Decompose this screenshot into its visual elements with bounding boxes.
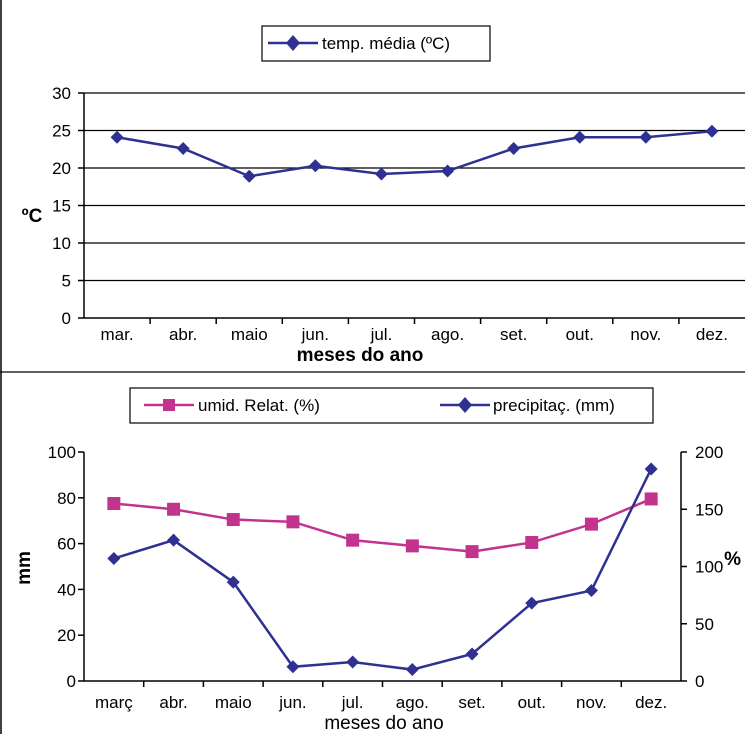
precip-point — [644, 462, 658, 476]
temp-point — [374, 167, 388, 181]
precip-point — [226, 575, 240, 589]
diamond-marker-icon — [286, 35, 300, 51]
temp-category-label: nov. — [630, 325, 661, 344]
humidity-point — [286, 515, 300, 529]
temp-category-label: dez. — [696, 325, 728, 344]
temp-point — [573, 130, 587, 144]
temp-point — [308, 159, 322, 173]
temp-legend-label: temp. média (ºC) — [322, 34, 450, 53]
humidity-y-tick-label: 200 — [695, 443, 723, 462]
humidity-point — [405, 539, 419, 553]
precip-category-label: jun. — [278, 693, 306, 712]
humidity-point — [346, 533, 360, 547]
temp-y-tick-label: 5 — [62, 272, 71, 291]
square-marker-icon — [163, 399, 175, 411]
temp-y-tick-label: 25 — [52, 122, 71, 141]
precip-y-tick-label: 0 — [67, 672, 76, 691]
precip-category-label: abr. — [159, 693, 187, 712]
humidity-y-tick-label: 150 — [695, 500, 723, 519]
temp-x-axis-label: meses do ano — [297, 345, 424, 366]
temp-category-label: jul. — [370, 325, 393, 344]
temp-point — [705, 124, 719, 138]
humidity-precip-legend: umid. Relat. (%) precipitaç. (mm) — [129, 387, 654, 424]
temp-point — [441, 164, 455, 178]
precip-y-tick-label: 60 — [57, 535, 76, 554]
temp-category-label: set. — [500, 325, 527, 344]
precip-y-tick-label: 40 — [57, 580, 76, 599]
precip-category-label: març — [95, 693, 133, 712]
humidity-point — [584, 517, 598, 531]
precip-category-label: maio — [215, 693, 252, 712]
precip-x-axis-label: meses do ano — [324, 713, 443, 734]
humidity-y-axis-label: % — [724, 549, 741, 570]
temp-category-label: out. — [566, 325, 594, 344]
precip-y-tick-label: 20 — [57, 626, 76, 645]
humidity-precip-legend-box — [129, 387, 654, 424]
temp-category-label: ago. — [431, 325, 464, 344]
humidity-point — [465, 545, 479, 559]
precip-point — [525, 596, 539, 610]
humidity-series-line — [113, 497, 652, 553]
temp-category-label: jun. — [301, 325, 329, 344]
humidity-precip-chart: 0 20 40 60 80 100 0 50 100 150 200 març abr. maio ju… — [14, 387, 741, 734]
precip-point — [346, 655, 360, 669]
temp-y-axis-label: ºC — [22, 206, 43, 227]
precip-y-tick-label: 100 — [48, 443, 76, 462]
temperature-chart: 0 5 10 15 20 25 30 mar. abr. maio jun. jul. ago. set… — [22, 25, 745, 366]
precip-category-label: jul. — [341, 693, 364, 712]
humidity-point — [226, 513, 240, 527]
precip-category-label: ago. — [396, 693, 429, 712]
temp-point — [242, 169, 256, 183]
precip-legend-label: precipitaç. (mm) — [493, 396, 615, 415]
temp-y-tick-label: 10 — [52, 234, 71, 253]
temp-legend: temp. média (ºC) — [261, 25, 491, 62]
temp-point — [639, 130, 653, 144]
temp-y-tick-label: 30 — [52, 84, 71, 103]
precip-y-axis-label: mm — [14, 551, 35, 585]
humidity-point — [107, 497, 121, 511]
humidity-point — [525, 535, 539, 549]
precip-y-tick-label: 80 — [57, 489, 76, 508]
temp-y-tick-label: 0 — [62, 309, 71, 328]
humidity-y-tick-label: 100 — [695, 558, 723, 577]
temp-point — [110, 130, 124, 144]
diamond-marker-icon — [458, 397, 472, 413]
temp-point — [507, 142, 521, 155]
precip-point — [465, 647, 479, 661]
temp-category-label: mar. — [101, 325, 134, 344]
temp-y-tick-label: 15 — [52, 197, 71, 216]
humidity-y-tick-label: 50 — [695, 615, 714, 634]
temp-category-label: maio — [231, 325, 268, 344]
temp-category-label: abr. — [169, 325, 197, 344]
precip-point — [107, 551, 121, 565]
humidity-y-tick-label: 0 — [695, 672, 704, 691]
precip-category-label: set. — [458, 693, 485, 712]
precip-point — [286, 660, 300, 674]
humidity-point — [167, 502, 181, 516]
precip-category-label: nov. — [576, 693, 607, 712]
temp-series-line — [116, 130, 713, 178]
temp-point — [176, 142, 190, 155]
humidity-point — [644, 492, 658, 506]
precip-point — [167, 533, 181, 547]
temp-y-tick-label: 20 — [52, 159, 71, 178]
precip-point — [405, 663, 419, 677]
precip-category-label: out. — [518, 693, 546, 712]
humidity-legend-label: umid. Relat. (%) — [198, 396, 320, 415]
precip-category-label: dez. — [635, 693, 667, 712]
precip-series-line — [113, 468, 653, 671]
precip-point — [584, 584, 598, 598]
